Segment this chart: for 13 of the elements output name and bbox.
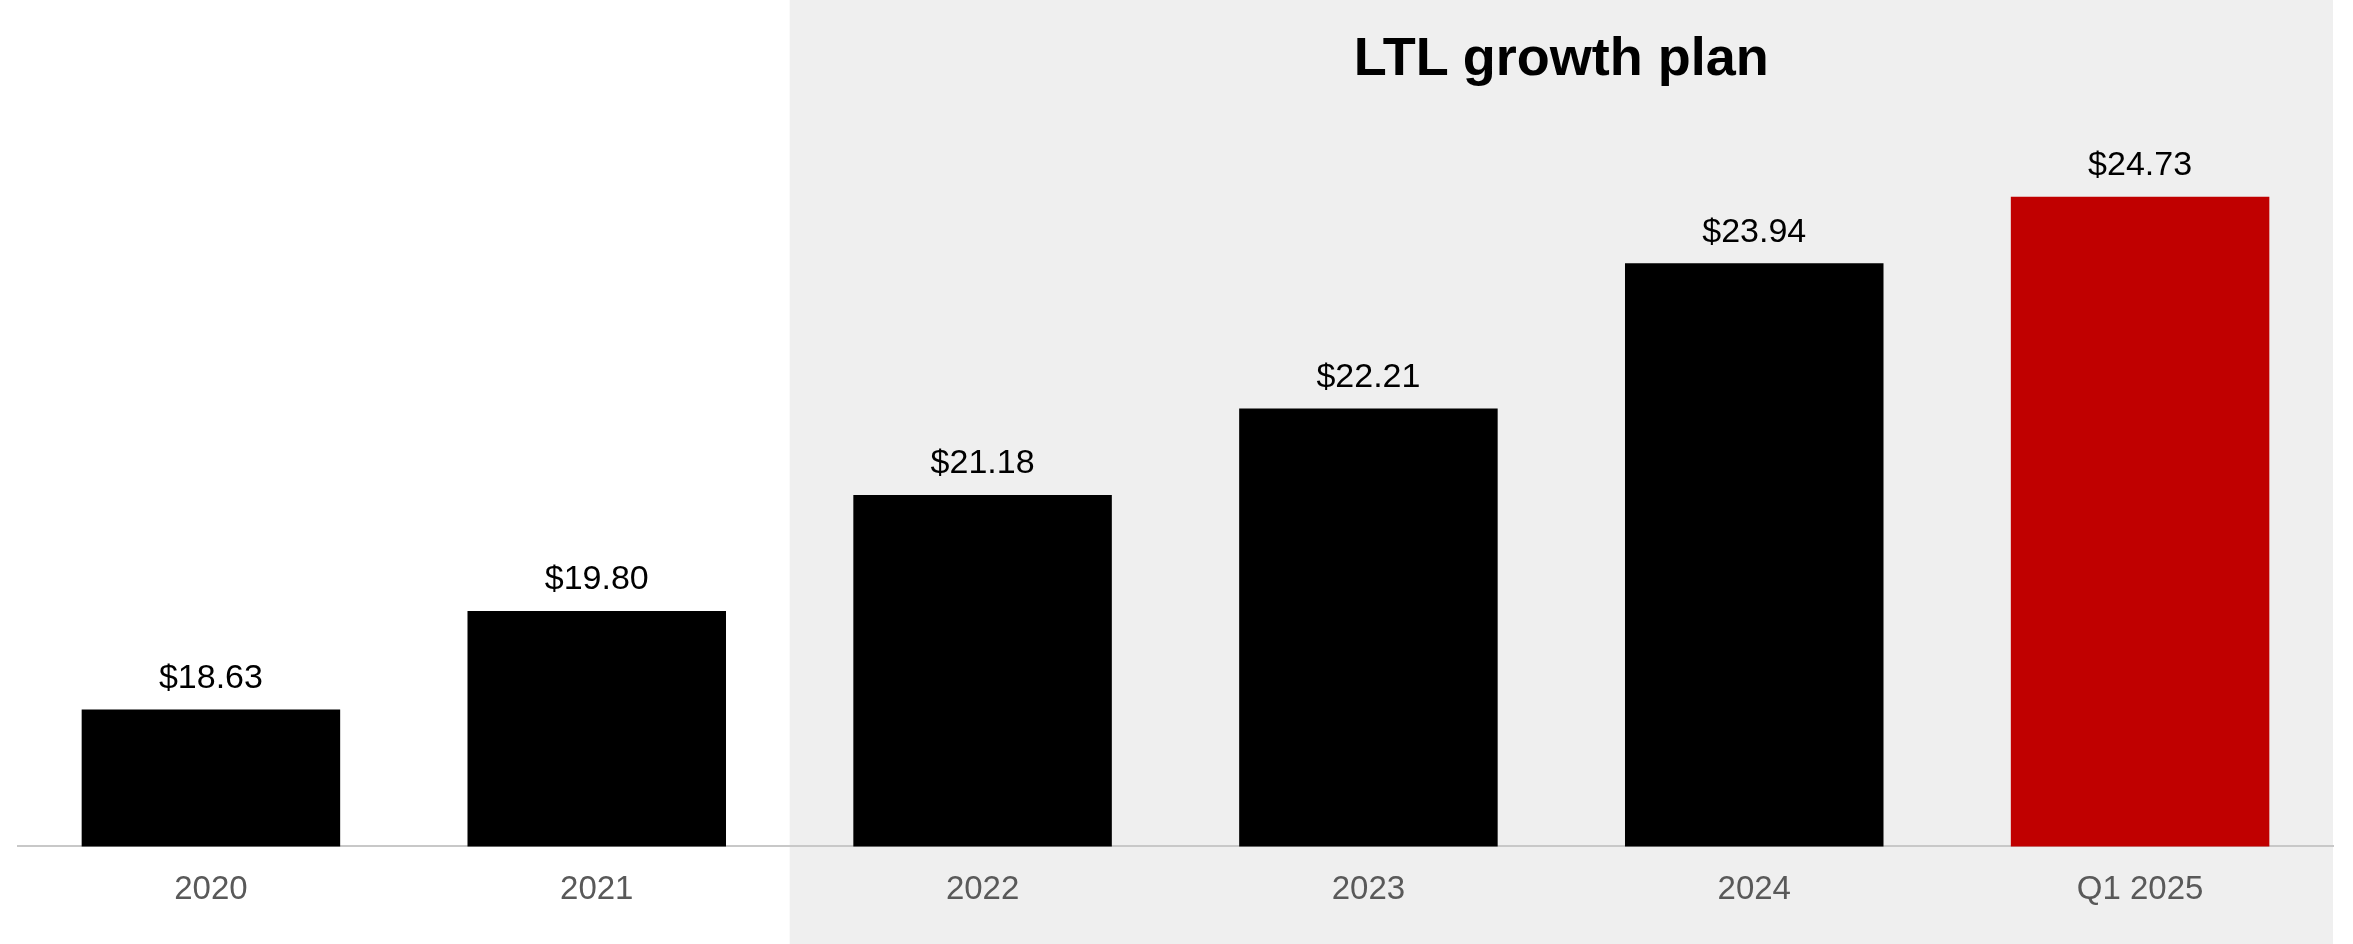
x-tick-label: 2020 — [174, 869, 248, 907]
data-label: $24.73 — [2088, 144, 2193, 183]
data-label: $19.80 — [544, 558, 649, 597]
x-tick-label: Q1 2025 — [2076, 869, 2204, 907]
data-label: $22.21 — [1316, 355, 1421, 394]
data-label: $18.63 — [158, 656, 263, 695]
x-tick-label: 2024 — [1717, 869, 1791, 907]
chart-title: LTL growth plan — [1353, 25, 1769, 86]
x-tick-label: 2022 — [945, 869, 1020, 907]
data-label: $23.94 — [1702, 210, 1807, 249]
data-label: $21.18 — [930, 442, 1035, 481]
x-tick-label: 2021 — [560, 869, 634, 907]
x-tick-label: 2023 — [1331, 869, 1406, 907]
